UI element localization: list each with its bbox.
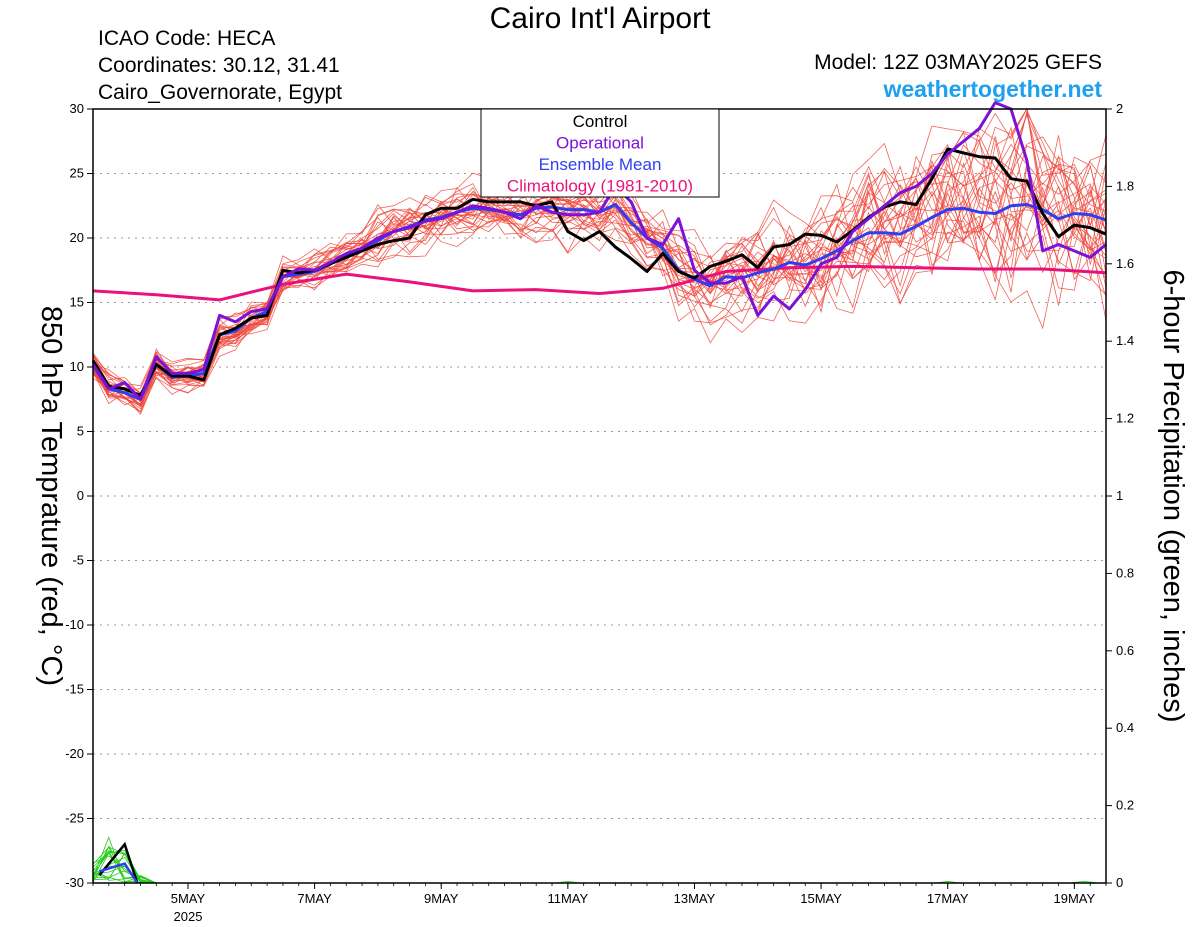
y-tick-label: 0 bbox=[77, 488, 84, 503]
y2-tick-label: 1.6 bbox=[1116, 256, 1134, 271]
legend-entry: Control bbox=[573, 112, 628, 131]
y2-tick-label: 2 bbox=[1116, 101, 1123, 116]
main-series bbox=[91, 101, 1107, 401]
y2-tick-label: 0.6 bbox=[1116, 643, 1134, 658]
precip-series-line bbox=[98, 862, 139, 884]
site-link[interactable]: weathertogether.net bbox=[883, 76, 1102, 102]
y-tick-label: 20 bbox=[70, 230, 84, 245]
x-tick-label: 5MAY bbox=[171, 891, 206, 906]
x-tick-label: 7MAY bbox=[297, 891, 332, 906]
chart-title: Cairo Int'l Airport bbox=[489, 2, 711, 35]
y-tick-label: -20 bbox=[65, 746, 84, 761]
y-tick-label: 15 bbox=[70, 295, 84, 310]
x-tick-label: 11MAY bbox=[547, 891, 588, 906]
x-tick-label: 15MAY bbox=[800, 891, 842, 906]
icao-code: ICAO Code: HECA bbox=[98, 27, 276, 50]
ensemble-member-line bbox=[92, 166, 1107, 413]
ensemble-member-line bbox=[92, 141, 1107, 398]
ensemble-member-line bbox=[92, 162, 1107, 394]
y2-tick-label: 1.8 bbox=[1116, 178, 1134, 193]
precip-members bbox=[92, 836, 1100, 884]
y-tick-label: -25 bbox=[65, 811, 84, 826]
series-line bbox=[92, 264, 1107, 302]
legend-box bbox=[480, 108, 720, 198]
y-tick-label: -30 bbox=[65, 875, 84, 890]
series-line bbox=[91, 101, 1107, 401]
y-tick-label: -5 bbox=[72, 553, 84, 568]
precip-member-line bbox=[92, 852, 157, 884]
y2-tick-label: 0.8 bbox=[1116, 565, 1134, 580]
model-label: Model: 12Z 03MAY2025 GEFS bbox=[814, 51, 1102, 74]
y2-tick-label: 0 bbox=[1116, 875, 1123, 890]
x-tick-label: 13MAY bbox=[674, 891, 716, 906]
ensemble-member-line bbox=[92, 164, 1107, 401]
left-axis: 30 25 20 15 10 5 0 -5 -10 -15 -20 -25 -30 bbox=[65, 101, 93, 890]
y2-tick-label: 0.4 bbox=[1116, 720, 1134, 735]
ensemble-member-line bbox=[92, 126, 1107, 413]
y-tick-label: 30 bbox=[70, 101, 84, 116]
ensemble-member-line bbox=[92, 155, 1107, 396]
legend: Control Operational Ensemble Mean Climatolo… bbox=[480, 108, 720, 198]
ensemble-members bbox=[92, 107, 1107, 416]
ensemble-member-line bbox=[92, 162, 1107, 416]
y-tick-label: 25 bbox=[70, 166, 84, 181]
region-label: Cairo_Governorate, Egypt bbox=[98, 81, 342, 104]
precip-series-line bbox=[98, 841, 139, 884]
y-tick-label: -15 bbox=[65, 682, 84, 697]
precip-member-line bbox=[92, 870, 157, 884]
legend-entry: Ensemble Mean bbox=[539, 155, 662, 174]
y-tick-label: 10 bbox=[70, 359, 84, 374]
x-tick-label: 19MAY bbox=[1054, 891, 1096, 906]
y2-tick-label: 1.4 bbox=[1116, 333, 1134, 348]
legend-entry: Operational bbox=[556, 134, 644, 153]
precip-member-line bbox=[92, 845, 157, 884]
coordinates: Coordinates: 30.12, 31.41 bbox=[98, 54, 340, 77]
ensemble-member-line bbox=[92, 155, 1107, 400]
x-axis: 5MAY 2025 7MAY 9MAY 11MAY 13MAY 15MAY 17MAY 19MA… bbox=[92, 883, 1107, 924]
ensemble-member-line bbox=[92, 165, 1107, 395]
legend-entry: Climatology (1981-2010) bbox=[507, 177, 693, 196]
y2-tick-label: 0.2 bbox=[1116, 798, 1134, 813]
y-tick-label: 5 bbox=[77, 424, 84, 439]
y-tick-label: -10 bbox=[65, 617, 84, 632]
x-tick-label: 9MAY bbox=[424, 891, 459, 906]
x-tick-label: 17MAY bbox=[927, 891, 969, 906]
x-tick-sublabel: 2025 bbox=[174, 909, 203, 924]
y2-axis-label: 6-hour Precipitation (green, inches) bbox=[1157, 270, 1189, 723]
right-axis: 2 1.8 1.6 1.4 1.2 1 0.8 0.6 0.4 0.2 0 bbox=[1106, 101, 1134, 890]
y2-tick-label: 1 bbox=[1116, 488, 1123, 503]
y2-tick-label: 1.2 bbox=[1116, 411, 1134, 426]
ensemble-member-line bbox=[92, 143, 1107, 406]
grid-lines bbox=[93, 173, 1106, 819]
ensemble-member-line bbox=[92, 108, 1107, 387]
y-axis-label: 850 hPa Temprature (red, °C) bbox=[35, 306, 67, 686]
